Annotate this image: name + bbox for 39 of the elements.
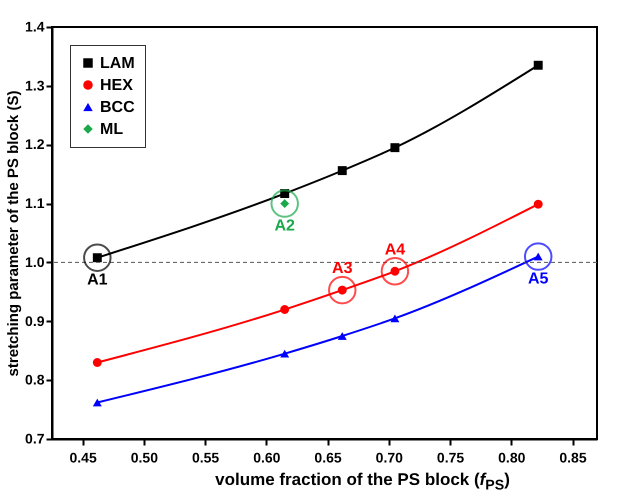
x-tick-label: 0.70: [376, 450, 404, 466]
x-tick-label: 0.85: [559, 450, 587, 466]
y-tick-label: 0.9: [25, 312, 45, 329]
point: [92, 398, 102, 406]
annotation: A1: [87, 272, 108, 289]
x-tick-label: 0.65: [314, 450, 342, 466]
y-tick-label: 1.3: [25, 77, 45, 94]
y-tick-label: 1.2: [25, 136, 45, 152]
point: [280, 305, 290, 314]
legend-label: HEX: [100, 77, 134, 94]
y-axis-title: stretching parameter of the PS block (S): [5, 90, 22, 376]
y-tick-label: 1.0: [25, 254, 45, 270]
point: [338, 332, 347, 340]
point: [534, 60, 543, 70]
x-tick-label: 0.60: [253, 450, 281, 466]
point: [280, 350, 290, 358]
point: [92, 358, 102, 367]
y-tick-label: 0.8: [25, 372, 45, 388]
x-tick-label: 0.75: [436, 450, 464, 466]
x-tick-label: 0.50: [130, 450, 158, 466]
y-tick-label: 1.1: [25, 195, 45, 212]
x-tick-label: 0.45: [69, 450, 97, 466]
y-tick-label: 0.7: [25, 430, 45, 446]
annotation: A4: [384, 241, 406, 258]
legend-label: LAM: [100, 55, 135, 72]
point: [390, 314, 400, 322]
point: [270, 189, 299, 218]
point: [534, 200, 543, 209]
annotation: A2: [274, 218, 296, 235]
legend-label: BCC: [100, 99, 136, 116]
x-axis-title: volume fraction of the PS block (f$_{PS}$): [214, 470, 511, 494]
annotation: A3: [332, 260, 353, 278]
legend-label: ML: [100, 121, 124, 138]
y-tick-label: 1.4: [25, 18, 45, 34]
x-tick-label: 0.55: [192, 450, 220, 466]
point: [338, 166, 347, 176]
point: [390, 143, 400, 152]
x-tick-label: 0.80: [498, 450, 526, 466]
annotation: A5: [528, 270, 549, 288]
